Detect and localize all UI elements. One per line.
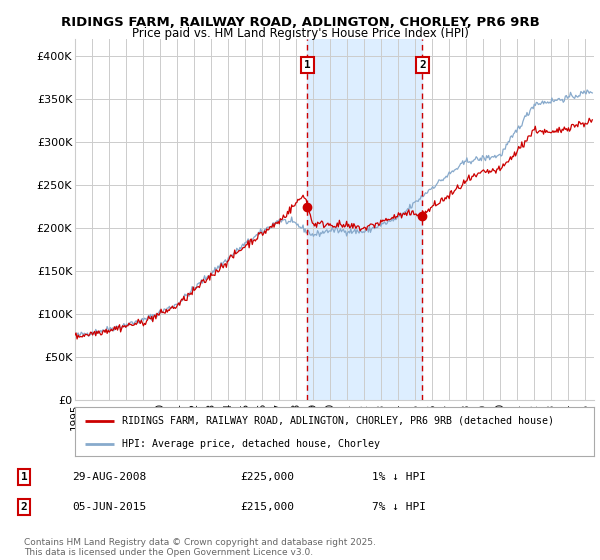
- Text: £225,000: £225,000: [240, 472, 294, 482]
- Text: 2: 2: [419, 60, 426, 70]
- Bar: [307, 39, 422, 400]
- Text: 1% ↓ HPI: 1% ↓ HPI: [372, 472, 426, 482]
- Text: Price paid vs. HM Land Registry's House Price Index (HPI): Price paid vs. HM Land Registry's House …: [131, 27, 469, 40]
- Text: 7% ↓ HPI: 7% ↓ HPI: [372, 502, 426, 512]
- Text: 05-JUN-2015: 05-JUN-2015: [72, 502, 146, 512]
- Text: Contains HM Land Registry data © Crown copyright and database right 2025.
This d: Contains HM Land Registry data © Crown c…: [24, 538, 376, 557]
- Text: £215,000: £215,000: [240, 502, 294, 512]
- Text: 2: 2: [20, 502, 28, 512]
- Text: 1: 1: [20, 472, 28, 482]
- Text: RIDINGS FARM, RAILWAY ROAD, ADLINGTON, CHORLEY, PR6 9RB: RIDINGS FARM, RAILWAY ROAD, ADLINGTON, C…: [61, 16, 539, 29]
- Text: 29-AUG-2008: 29-AUG-2008: [72, 472, 146, 482]
- Text: RIDINGS FARM, RAILWAY ROAD, ADLINGTON, CHORLEY, PR6 9RB (detached house): RIDINGS FARM, RAILWAY ROAD, ADLINGTON, C…: [122, 416, 554, 426]
- Text: HPI: Average price, detached house, Chorley: HPI: Average price, detached house, Chor…: [122, 439, 380, 449]
- Text: 1: 1: [304, 60, 311, 70]
